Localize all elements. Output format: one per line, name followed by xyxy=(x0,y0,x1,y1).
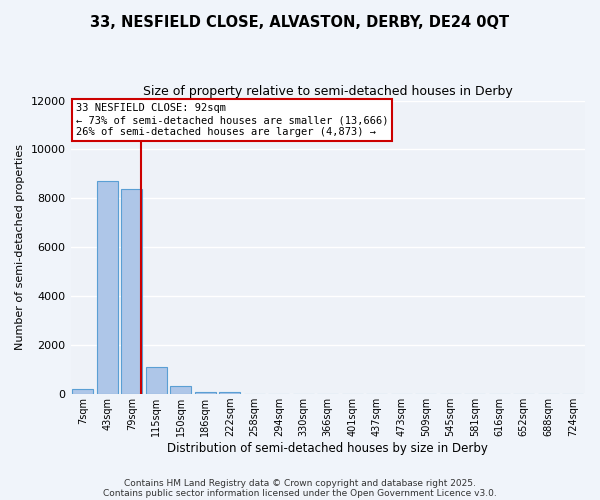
Text: Contains HM Land Registry data © Crown copyright and database right 2025.: Contains HM Land Registry data © Crown c… xyxy=(124,478,476,488)
X-axis label: Distribution of semi-detached houses by size in Derby: Distribution of semi-detached houses by … xyxy=(167,442,488,455)
Y-axis label: Number of semi-detached properties: Number of semi-detached properties xyxy=(15,144,25,350)
Bar xyxy=(170,386,191,394)
Bar xyxy=(73,390,93,394)
Bar xyxy=(195,392,215,394)
Bar xyxy=(97,182,118,394)
Bar xyxy=(146,368,167,394)
Text: Contains public sector information licensed under the Open Government Licence v3: Contains public sector information licen… xyxy=(103,488,497,498)
Bar xyxy=(121,188,142,394)
Bar xyxy=(220,392,240,394)
Title: Size of property relative to semi-detached houses in Derby: Size of property relative to semi-detach… xyxy=(143,85,512,98)
Text: 33, NESFIELD CLOSE, ALVASTON, DERBY, DE24 0QT: 33, NESFIELD CLOSE, ALVASTON, DERBY, DE2… xyxy=(91,15,509,30)
Text: 33 NESFIELD CLOSE: 92sqm
← 73% of semi-detached houses are smaller (13,666)
26% : 33 NESFIELD CLOSE: 92sqm ← 73% of semi-d… xyxy=(76,104,388,136)
